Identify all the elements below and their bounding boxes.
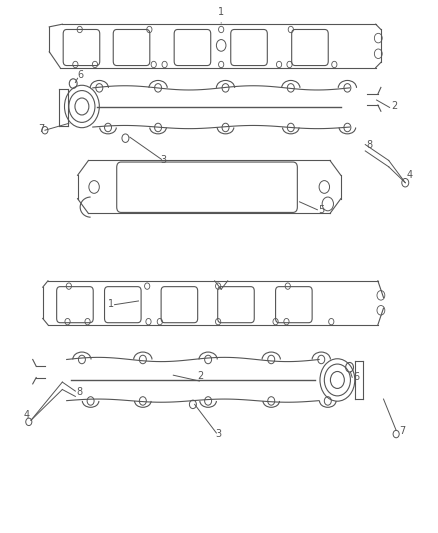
Text: 7: 7 — [399, 425, 406, 435]
Text: 2: 2 — [198, 372, 204, 382]
Text: 1: 1 — [108, 299, 114, 309]
Text: 5: 5 — [318, 206, 325, 215]
Text: 7: 7 — [39, 124, 45, 134]
Text: 1: 1 — [218, 7, 224, 23]
Text: 8: 8 — [366, 140, 372, 150]
Text: 6: 6 — [78, 70, 84, 80]
Text: 6: 6 — [353, 372, 359, 382]
Text: 2: 2 — [391, 101, 397, 111]
Text: 3: 3 — [215, 429, 221, 439]
Text: 4: 4 — [23, 410, 29, 419]
Text: 3: 3 — [160, 155, 166, 165]
Text: 8: 8 — [76, 387, 82, 397]
Text: 4: 4 — [407, 170, 413, 180]
